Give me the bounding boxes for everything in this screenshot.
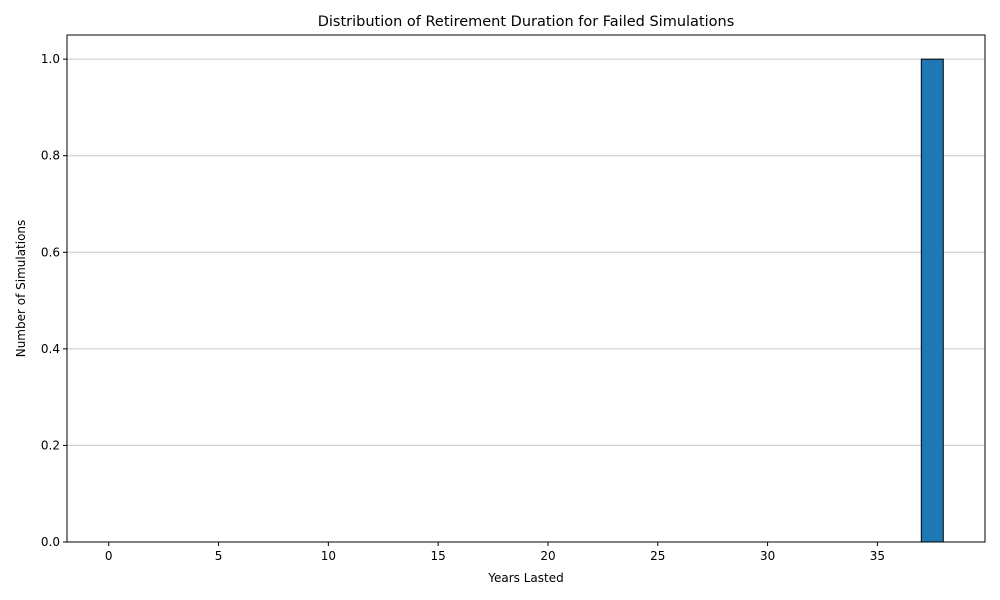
chart-title: Distribution of Retirement Duration for … [318,14,735,30]
x-tick-label-2: 10 [321,549,336,563]
x-tick-label-4: 20 [540,549,555,563]
y-tick-label-4: 0.8 [41,149,60,163]
x-tick-label-1: 5 [215,549,223,563]
y-axis-ticks: 0.0 0.2 0.4 0.6 0.8 1.0 [41,52,67,549]
y-tick-label-1: 0.2 [41,438,60,452]
x-tick-label-5: 25 [650,549,665,563]
x-axis-ticks: 0 5 10 15 20 25 30 35 [105,542,885,563]
bars [920,58,944,543]
x-tick-label-3: 15 [431,549,446,563]
y-tick-label-3: 0.6 [41,245,60,259]
x-axis-title: Years Lasted [487,571,563,585]
x-tick-label-7: 35 [870,549,885,563]
y-tick-label-5: 1.0 [41,52,60,66]
y-tick-label-2: 0.4 [41,342,60,356]
x-tick-label-6: 30 [760,549,775,563]
y-axis-title: Number of Simulations [14,220,28,358]
y-tick-label-0: 0.0 [41,535,60,549]
x-tick-label-0: 0 [105,549,113,563]
grid-lines [67,58,985,446]
plot-frame [66,34,986,543]
bar-0 [920,58,944,543]
